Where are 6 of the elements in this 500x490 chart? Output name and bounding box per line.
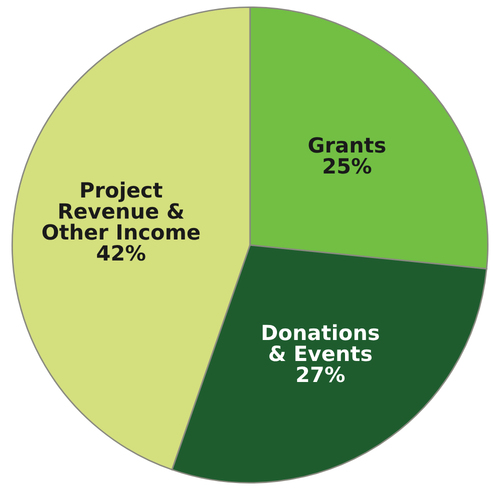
data-label: 25% bbox=[324, 158, 372, 174]
slice-label: Grants bbox=[308, 137, 386, 153]
slice-label: Project Revenue & Other Income bbox=[42, 182, 200, 240]
data-label: 42% bbox=[97, 245, 146, 261]
data-label: 27% bbox=[297, 366, 345, 382]
slice-label: Donations & Events bbox=[262, 324, 379, 362]
